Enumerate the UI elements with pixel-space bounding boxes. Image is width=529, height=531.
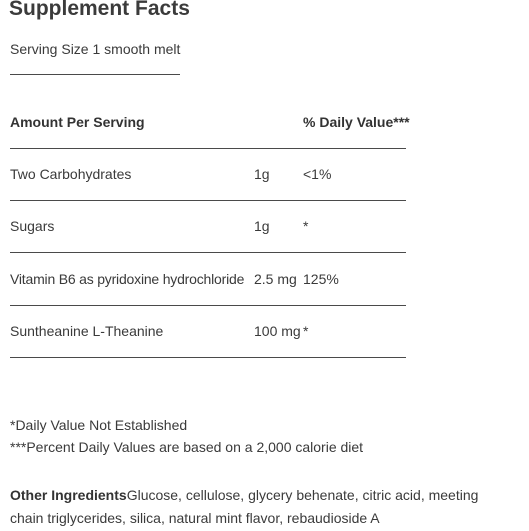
nutrient-daily-value: 125%	[303, 271, 339, 287]
daily-value-header: % Daily Value***	[303, 114, 410, 130]
other-ingredients: Other IngredientsGlucose, cellulose, gly…	[10, 484, 515, 530]
nutrient-name: Sugars	[10, 218, 55, 234]
footnote: *Daily Value Not Established	[10, 417, 188, 433]
nutrient-amount: 2.5 mg	[254, 271, 297, 287]
divider	[10, 74, 180, 75]
serving-size: Serving Size 1 smooth melt	[10, 41, 181, 57]
amount-per-serving-header: Amount Per Serving	[10, 114, 145, 130]
nutrient-daily-value: *	[303, 218, 309, 234]
divider	[10, 305, 406, 306]
other-ingredients-label: Other Ingredients	[10, 487, 127, 503]
divider	[10, 200, 406, 201]
other-ingredients-text: Glucose, cellulose, glycery behenate, ci…	[10, 487, 479, 526]
nutrient-amount: 1g	[254, 218, 270, 234]
nutrient-name: Suntheanine L-Theanine	[10, 323, 164, 339]
nutrient-name: Two Carbohydrates	[10, 166, 132, 182]
nutrient-daily-value: *	[303, 323, 309, 339]
divider	[10, 357, 406, 358]
nutrient-amount: 1g	[254, 166, 270, 182]
divider	[10, 148, 406, 149]
nutrient-daily-value: <1%	[303, 166, 332, 182]
nutrient-amount: 100 mg	[254, 323, 301, 339]
nutrient-name: Vitamin B6 as pyridoxine hydrochloride	[10, 271, 245, 287]
divider	[10, 252, 406, 253]
footnote: ***Percent Daily Values are based on a 2…	[10, 439, 364, 455]
panel-title: Supplement Facts	[9, 0, 190, 20]
